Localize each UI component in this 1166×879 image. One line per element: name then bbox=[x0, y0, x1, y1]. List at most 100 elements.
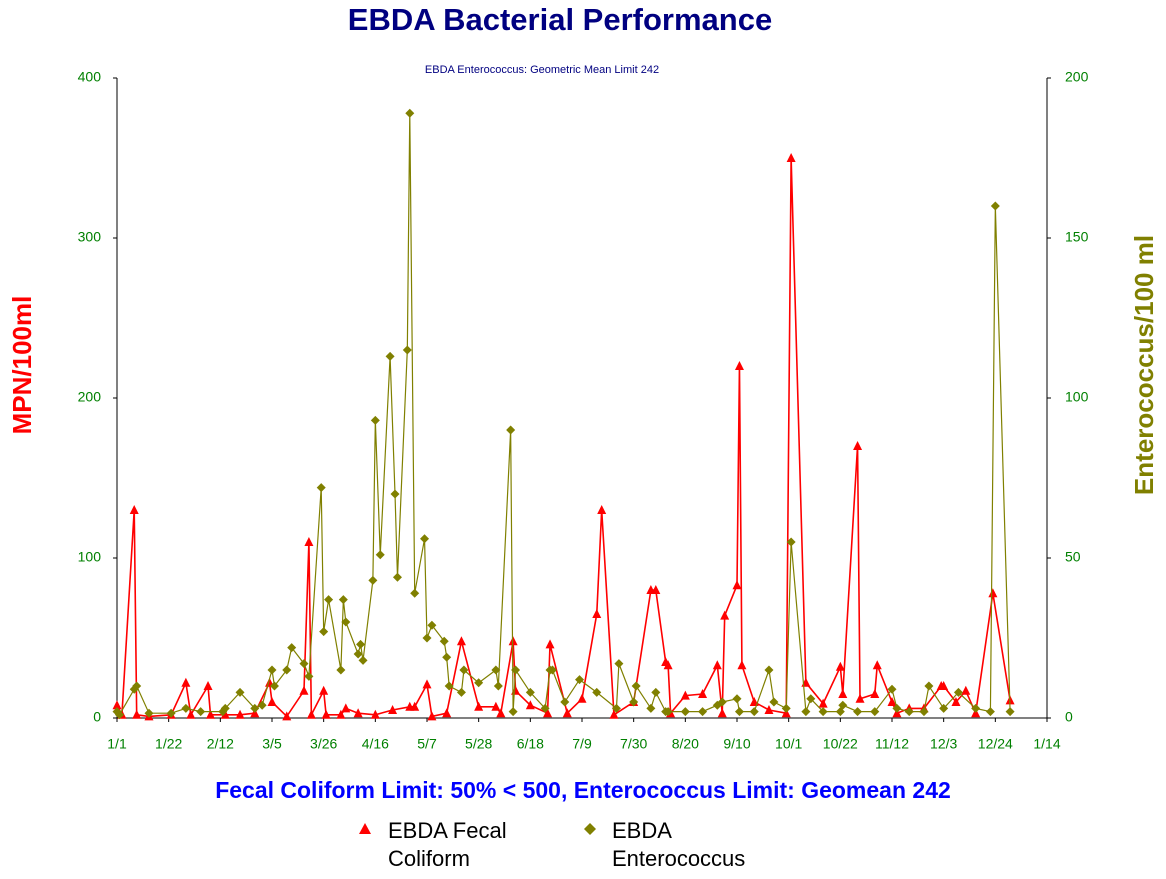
data-point bbox=[181, 677, 191, 687]
data-point bbox=[575, 675, 585, 685]
data-point bbox=[712, 660, 722, 670]
x-tick-label: 1/1 bbox=[107, 736, 127, 752]
data-point bbox=[769, 697, 779, 707]
data-point bbox=[370, 415, 380, 425]
data-point bbox=[132, 681, 142, 691]
data-point bbox=[892, 703, 902, 713]
data-point bbox=[112, 700, 122, 710]
data-point bbox=[474, 678, 484, 688]
y2-tick-label: 150 bbox=[1065, 229, 1089, 245]
x-tick-label: 6/18 bbox=[517, 736, 544, 752]
data-point bbox=[870, 689, 880, 698]
data-point bbox=[336, 665, 346, 675]
data-point bbox=[324, 595, 334, 605]
data-point bbox=[801, 707, 811, 717]
data-point bbox=[872, 660, 882, 670]
x-tick-label: 1/14 bbox=[1033, 736, 1060, 752]
series-line bbox=[116, 113, 1011, 716]
data-point bbox=[680, 690, 690, 700]
data-point bbox=[186, 709, 196, 719]
y-tick-label: 0 bbox=[93, 709, 101, 725]
data-point bbox=[474, 701, 484, 711]
data-point bbox=[282, 711, 292, 721]
data-point bbox=[663, 707, 673, 717]
data-point bbox=[442, 708, 452, 718]
data-point bbox=[456, 636, 466, 646]
data-point bbox=[562, 708, 572, 718]
y-tick-label: 300 bbox=[78, 229, 102, 245]
data-point bbox=[306, 709, 316, 719]
data-point bbox=[392, 572, 402, 582]
data-point bbox=[543, 708, 553, 718]
data-point bbox=[939, 681, 949, 690]
data-point bbox=[235, 687, 245, 697]
data-point bbox=[786, 537, 796, 547]
data-point bbox=[597, 505, 607, 514]
data-point bbox=[257, 700, 267, 710]
data-point bbox=[410, 588, 420, 598]
y2-tick-label: 200 bbox=[1065, 69, 1089, 85]
data-point bbox=[304, 671, 314, 681]
data-point bbox=[924, 681, 934, 691]
data-point bbox=[717, 697, 727, 707]
data-point bbox=[220, 703, 230, 713]
data-point bbox=[806, 694, 816, 704]
data-point bbox=[427, 620, 437, 630]
data-point bbox=[356, 639, 366, 649]
data-point bbox=[737, 660, 747, 670]
y2-tick-label: 0 bbox=[1065, 709, 1073, 725]
data-point bbox=[444, 681, 454, 691]
data-point bbox=[951, 697, 961, 706]
x-tick-label: 8/20 bbox=[672, 736, 699, 752]
data-point bbox=[336, 709, 346, 719]
data-point bbox=[734, 707, 744, 717]
data-point bbox=[838, 700, 848, 710]
data-point bbox=[316, 483, 326, 493]
x-tick-label: 3/26 bbox=[310, 736, 337, 752]
series-line bbox=[116, 157, 1011, 718]
data-point bbox=[1005, 707, 1015, 717]
data-point bbox=[990, 201, 1000, 211]
data-point bbox=[592, 687, 602, 697]
data-point bbox=[870, 707, 880, 717]
data-point bbox=[493, 681, 503, 691]
x-tick-label: 11/12 bbox=[875, 736, 909, 752]
x-tick-label: 2/12 bbox=[207, 736, 234, 752]
data-point bbox=[764, 705, 774, 714]
data-point bbox=[422, 633, 432, 643]
data-point bbox=[614, 659, 624, 669]
data-point bbox=[205, 709, 215, 719]
data-point bbox=[698, 689, 708, 698]
data-point bbox=[717, 708, 727, 718]
data-point bbox=[114, 710, 124, 720]
x-tick-label: 5/28 bbox=[465, 736, 492, 752]
data-point bbox=[287, 643, 297, 653]
data-point bbox=[577, 693, 587, 703]
data-point bbox=[988, 588, 998, 598]
data-point bbox=[506, 425, 516, 435]
data-point bbox=[442, 652, 452, 662]
data-point bbox=[855, 693, 865, 703]
data-point bbox=[646, 703, 656, 713]
data-point bbox=[491, 701, 501, 711]
data-point bbox=[904, 707, 914, 717]
data-point bbox=[341, 617, 351, 627]
y2-tick-label: 50 bbox=[1065, 549, 1081, 565]
data-point bbox=[353, 708, 363, 718]
footer-note: Fecal Coliform Limit: 50% < 500, Enteroc… bbox=[215, 777, 951, 803]
data-point bbox=[267, 665, 277, 675]
data-point bbox=[939, 703, 949, 713]
data-point bbox=[341, 703, 351, 713]
data-point bbox=[985, 707, 995, 717]
data-point bbox=[545, 639, 555, 649]
data-point bbox=[299, 685, 309, 695]
data-point bbox=[196, 707, 206, 717]
data-point bbox=[734, 361, 744, 370]
data-point bbox=[853, 441, 863, 450]
data-point bbox=[508, 636, 518, 646]
data-point bbox=[971, 703, 981, 713]
data-point bbox=[953, 687, 963, 697]
data-point bbox=[631, 681, 641, 691]
data-point bbox=[560, 697, 570, 707]
